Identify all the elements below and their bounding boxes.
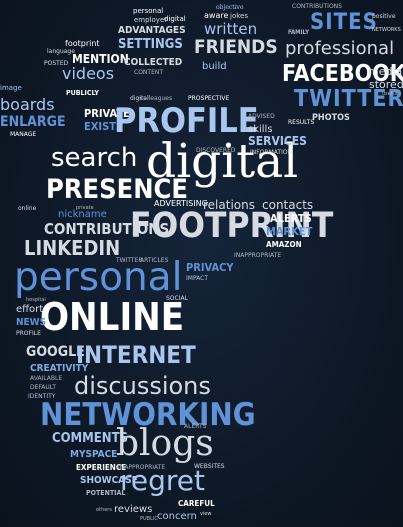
word-objective: objective — [216, 4, 244, 11]
word-results: RESULTS — [288, 119, 315, 126]
word-networking: NETWORKING — [40, 397, 256, 433]
word-advised: ADVISED — [248, 113, 275, 120]
word-contributions-small: CONTRIBUTIONS — [292, 3, 342, 10]
word-jokes: jokes — [230, 12, 248, 20]
word-posted: POSTED — [44, 60, 69, 67]
word-facebook: FACEBOOK — [282, 61, 403, 87]
word-twitter: TWITTER — [294, 86, 403, 112]
word-effort: effort — [16, 304, 44, 315]
word-relations: relations — [203, 198, 255, 212]
word-settings: SETTINGS — [118, 37, 183, 52]
word-showcase: SHOWCASE — [80, 475, 138, 486]
word-view: view — [200, 511, 212, 517]
word-personal-big: personal — [14, 255, 183, 300]
word-enlarge: ENLARGE — [0, 114, 66, 130]
word-private: PRIVATE — [84, 107, 130, 120]
word-presence: PRESENCE — [46, 174, 188, 205]
word-impact: IMPACT — [186, 275, 209, 282]
word-google: GOOGLE — [26, 344, 85, 360]
word-mention: MENTION — [72, 52, 129, 66]
word-comments: COMMENTS — [52, 431, 128, 446]
word-reviews: reviews — [114, 504, 153, 515]
word-language: language — [47, 48, 75, 55]
word-discussions: discussions — [74, 372, 211, 400]
word-videos: videos — [62, 64, 115, 83]
word-profile-small: PROFILE — [16, 330, 41, 337]
word-linkedin: LINKEDIN — [24, 236, 121, 260]
word-footprint: FOOTPRINT — [130, 206, 334, 246]
word-public: PUBLIC — [140, 516, 158, 522]
word-services: SERVICES — [248, 134, 307, 148]
word-others: others — [96, 507, 112, 513]
word-privacy: PRIVACY — [186, 261, 234, 274]
word-photos: PHOTOS — [312, 113, 350, 123]
word-networks: NETWORKS — [372, 27, 401, 33]
word-market: MARKET — [266, 225, 313, 238]
word-image: image — [0, 84, 22, 92]
word-private-small: private — [76, 205, 94, 211]
word-search-small: positive — [372, 13, 396, 20]
word-written: written — [204, 20, 258, 38]
word-friends: FRIENDS — [194, 36, 278, 58]
word-search: search — [51, 143, 138, 173]
word-myspace: MYSPACE — [70, 449, 118, 460]
word-discovered: DISCOVERED — [196, 147, 236, 154]
word-experience: EXPERIENCE — [76, 463, 127, 472]
word-alerts-small: ALERTS — [184, 423, 207, 430]
word-internet: INTERNET — [76, 341, 196, 369]
word-creativity: CREATIVITY — [30, 363, 89, 374]
word-hospital: hospital — [26, 297, 46, 303]
word-manage: MANAGE — [10, 131, 37, 138]
word-websites: WEBSITES — [194, 463, 225, 470]
word-default: DEFAULT — [30, 384, 56, 391]
word-contributions: CONTRIBUTIONS — [44, 220, 170, 238]
word-family: FAMILY — [288, 29, 309, 36]
word-colleagues: colleagues — [140, 95, 173, 102]
word-professional: professional — [285, 38, 395, 59]
word-concern: concern — [157, 511, 197, 522]
word-build: build — [202, 61, 227, 72]
word-identity: IDENTITY — [28, 393, 56, 400]
word-aware: aware — [204, 11, 229, 20]
word-media: media — [368, 65, 403, 78]
word-careful: CAREFUL — [178, 499, 215, 508]
word-footprint-small: footprint — [65, 39, 100, 48]
word-boards: boards — [0, 95, 55, 114]
word-online-small: online — [18, 205, 37, 212]
word-news: NEWS — [16, 317, 47, 328]
word-skills: skills — [248, 124, 273, 135]
word-advantages: ADVANTAGES — [118, 25, 186, 36]
word-collected: COLLECTED — [124, 57, 183, 68]
word-articles: ARTICLES — [140, 257, 169, 264]
word-prospective: PROSPECTIVE — [188, 95, 230, 102]
word-digital-tiny: digital — [130, 95, 149, 102]
word-available: AVAILABLE — [30, 375, 63, 382]
word-potential: POTENTIAL — [86, 489, 126, 497]
word-inappropriate-heel: INAPPROPRIATE — [118, 464, 166, 471]
word-stored: stored — [369, 78, 403, 91]
word-social: SOCIAL — [166, 295, 188, 302]
word-sites: SITES — [310, 10, 378, 35]
word-regret: regret — [120, 464, 205, 497]
word-twitter-small: TWITTER — [116, 257, 143, 264]
word-nickname: nickname — [58, 209, 107, 220]
word-information: INFORMATION — [250, 149, 293, 156]
word-online: ONLINE — [40, 295, 185, 339]
word-digital: digital — [146, 134, 299, 189]
word-amazon: AMAZON — [266, 240, 302, 249]
word-useful: useful — [382, 91, 398, 97]
word-advertising: ADVERTISING — [154, 199, 208, 208]
word-blogs: blogs — [116, 423, 214, 464]
word-alerts: ALERTS — [270, 212, 312, 225]
word-exists: EXISTS — [84, 120, 124, 133]
word-personal-small: personal — [133, 7, 164, 15]
word-content: CONTENT — [134, 69, 164, 76]
word-employer: employer — [134, 16, 168, 24]
word-contacts: contacts — [262, 198, 314, 212]
word-publicly: PUBLICLY — [66, 89, 99, 97]
word-inappropriate: INAPPROPRIATE — [234, 252, 282, 259]
word-digital-top: digital — [164, 15, 186, 23]
word-profile: PROFILE — [114, 101, 259, 141]
